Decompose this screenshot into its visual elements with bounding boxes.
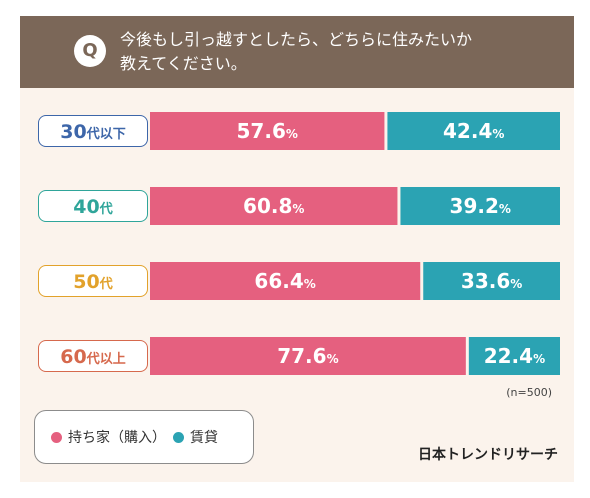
value-label-owned-3: 77.6% <box>277 344 338 368</box>
category-label-2: 50代 <box>38 265 148 297</box>
legend-dot-owned <box>51 432 62 443</box>
legend: 持ち家（購入） 賃貸 <box>34 410 254 464</box>
bar-rent-2 <box>423 262 560 300</box>
bar-rent-0 <box>387 112 560 150</box>
value-label-owned-2: 66.4% <box>254 269 315 293</box>
category-label-3: 60代以上 <box>38 340 148 372</box>
category-label-1: 40代 <box>38 190 148 222</box>
question-badge: Q <box>74 35 106 67</box>
value-label-rent-3: 22.4% <box>484 344 545 368</box>
sample-size-note: (n=500) <box>506 386 552 399</box>
bar-owned-1 <box>150 187 398 225</box>
bar-owned-3 <box>150 337 466 375</box>
legend-dot-rent <box>173 432 184 443</box>
value-label-rent-0: 42.4% <box>443 119 504 143</box>
chart-card: Q 今後もし引っ越すとしたら、どちらに住みたいか 教えてください。 57.6% 4… <box>20 16 574 482</box>
value-label-rent-2: 33.6% <box>461 269 522 293</box>
brand-logo: 日本トレンドリサーチ <box>418 447 558 463</box>
value-label-rent-1: 39.2% <box>450 194 511 218</box>
bar-rent-1 <box>400 187 560 225</box>
bar-owned-2 <box>150 262 421 300</box>
bar-owned-0 <box>150 112 385 150</box>
bar-rent-3 <box>468 337 560 375</box>
legend-item-owned: 持ち家（購入） <box>51 429 166 447</box>
stacked-bar-chart: 57.6% 42.4% 60.8% 39.2% 66.4% 33.6% 77.6% 22.4% <box>150 112 560 375</box>
value-label-owned-1: 60.8% <box>243 194 304 218</box>
legend-item-rent: 賃貸 <box>173 429 218 447</box>
question-header: Q 今後もし引っ越すとしたら、どちらに住みたいか 教えてください。 <box>20 16 574 88</box>
legend-label-owned: 持ち家（購入） <box>68 430 166 446</box>
value-label-owned-0: 57.6% <box>237 119 298 143</box>
question-text: 今後もし引っ越すとしたら、どちらに住みたいか 教えてください。 <box>120 30 473 73</box>
legend-label-rent: 賃貸 <box>190 430 218 446</box>
category-label-0: 30代以下 <box>38 115 148 147</box>
